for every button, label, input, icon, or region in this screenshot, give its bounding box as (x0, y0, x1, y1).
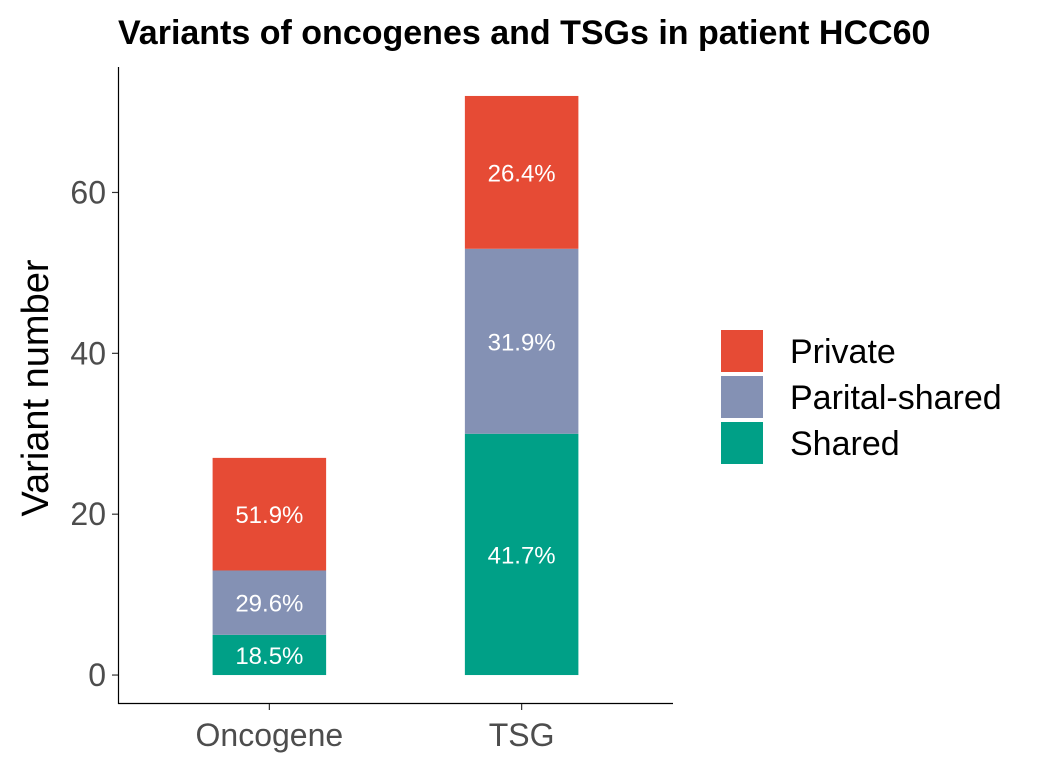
bar-label-oncogene-shared: 18.5% (235, 643, 303, 670)
legend-swatch-shared (721, 422, 763, 464)
bar-label-tsg-shared: 41.7% (488, 542, 556, 569)
bars-layer (212, 95, 579, 676)
bar-segment-oncogene-private (212, 457, 327, 571)
bar-segment-oncogene-shared (212, 634, 327, 676)
legend-label-private: Private (790, 333, 896, 371)
bar-segment-tsg-private (464, 95, 579, 249)
legend-label-parital-shared: Parital-shared (790, 379, 1002, 417)
legend-swatch-parital-shared (721, 376, 763, 418)
bar-label-oncogene-private: 51.9% (235, 502, 303, 529)
bar-segment-oncogene-parital-shared (212, 570, 327, 635)
legend: Private Parital-shared Shared (721, 330, 1002, 464)
bar-label-tsg-parital-shared: 31.9% (488, 329, 556, 356)
y-tick-label: 40 (70, 335, 106, 371)
bar-label-oncogene-parital-shared: 29.6% (235, 591, 303, 618)
y-tick-label: 0 (88, 657, 106, 693)
x-axis-ticks: Oncogene TSG (196, 704, 555, 753)
y-axis-title: Variant number (15, 259, 57, 516)
y-tick-label: 20 (70, 496, 106, 532)
legend-label-shared: Shared (790, 425, 900, 463)
x-tick-label-tsg: TSG (489, 717, 555, 753)
y-axis-ticks: 0 20 40 60 (70, 174, 118, 693)
chart-title: Variants of oncogenes and TSGs in patien… (118, 14, 930, 52)
y-tick-label: 60 (70, 174, 106, 210)
bar-segment-tsg-shared (464, 433, 579, 676)
bar-labels-layer: 18.5% 29.6% 51.9% 41.7% 31.9% 26.4% (235, 160, 555, 670)
bar-label-tsg-private: 26.4% (488, 160, 556, 187)
x-tick-label-oncogene: Oncogene (196, 717, 344, 753)
bar-segment-tsg-parital-shared (464, 248, 579, 434)
legend-swatch-private (721, 330, 763, 372)
